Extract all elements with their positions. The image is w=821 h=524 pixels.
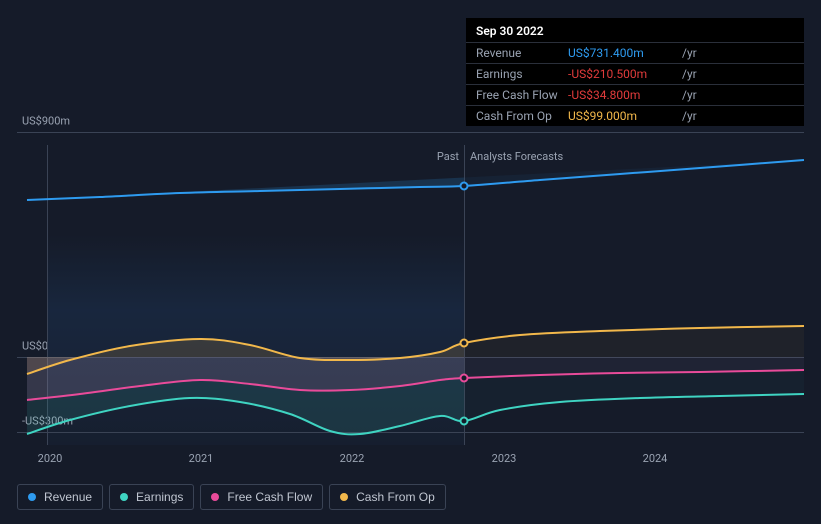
legend-item-fcf[interactable]: Free Cash Flow (200, 484, 323, 510)
chart-legend: Revenue Earnings Free Cash Flow Cash From O… (17, 484, 446, 510)
x-tick-label: 2024 (643, 452, 668, 465)
tooltip-row-value: US$99.000m (568, 109, 678, 123)
legend-dot-icon (120, 493, 128, 501)
x-tick-label: 2023 (492, 452, 517, 465)
tooltip-row: Cash From OpUS$99.000m/yr (466, 105, 804, 126)
gridline (17, 357, 804, 358)
legend-item-label: Cash From Op (356, 490, 435, 504)
legend-item-cash_op[interactable]: Cash From Op (329, 484, 446, 510)
tooltip-row-label: Revenue (476, 46, 568, 60)
legend-dot-icon (340, 493, 348, 501)
y-tick-label: US$900m (22, 115, 70, 128)
tooltip-row-suffix: /yr (682, 109, 697, 123)
tooltip-row: Earnings-US$210.500m/yr (466, 63, 804, 84)
legend-item-label: Revenue (44, 490, 92, 504)
y-tick-label: US$0 (22, 340, 48, 353)
legend-item-label: Earnings (136, 490, 183, 504)
tooltip-row-suffix: /yr (682, 88, 697, 102)
forecast-label: Analysts Forecasts (470, 150, 563, 163)
cash_op-marker (460, 339, 469, 348)
tooltip-row-suffix: /yr (682, 67, 697, 81)
gridline (17, 132, 804, 133)
past-region-shade (48, 145, 464, 445)
tooltip-row-label: Free Cash Flow (476, 88, 568, 102)
tooltip-row-suffix: /yr (682, 46, 697, 60)
fcf-marker (460, 417, 469, 426)
legend-dot-icon (28, 493, 36, 501)
tooltip-date: Sep 30 2022 (466, 18, 804, 42)
x-tick-label: 2021 (189, 452, 214, 465)
plot-left-edge (47, 145, 48, 445)
legend-dot-icon (211, 493, 219, 501)
tooltip-row-value: US$731.400m (568, 46, 678, 60)
hover-tooltip: Sep 30 2022 RevenueUS$731.400m/yrEarning… (466, 18, 804, 126)
tooltip-row-value: -US$34.800m (568, 88, 678, 102)
tooltip-row-value: -US$210.500m (568, 67, 678, 81)
gridline (17, 432, 804, 433)
tooltip-row: Free Cash Flow-US$34.800m/yr (466, 84, 804, 105)
x-tick-label: 2020 (38, 452, 63, 465)
tooltip-row-label: Earnings (476, 67, 568, 81)
financials-chart: US$900mUS$0-US$300m Past Analysts Foreca… (0, 0, 821, 524)
past-label: Past (437, 150, 459, 163)
earnings-marker (460, 374, 469, 383)
revenue-marker (460, 182, 469, 191)
tooltip-row-label: Cash From Op (476, 109, 568, 123)
legend-item-label: Free Cash Flow (227, 490, 312, 504)
x-tick-label: 2022 (340, 452, 365, 465)
legend-item-earnings[interactable]: Earnings (109, 484, 194, 510)
tooltip-row: RevenueUS$731.400m/yr (466, 42, 804, 63)
legend-item-revenue[interactable]: Revenue (17, 484, 103, 510)
